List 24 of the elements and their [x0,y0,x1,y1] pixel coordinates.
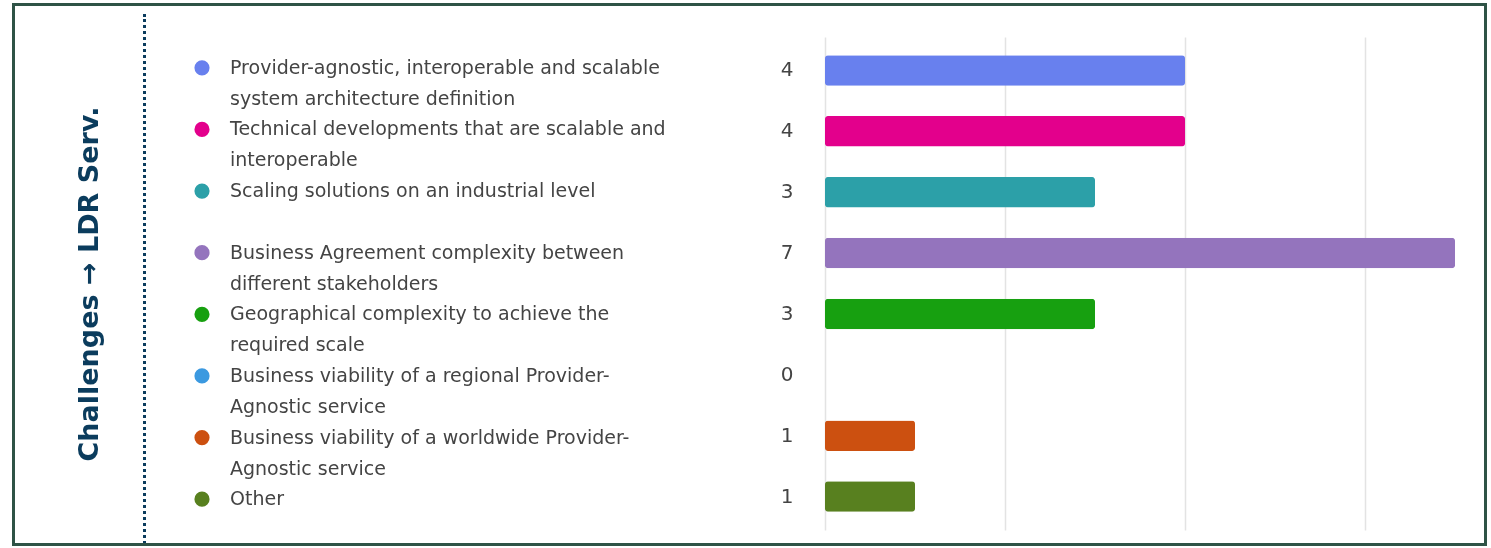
y-tick-label: Provider-agnostic, interoperable and scalable system architecture definition [230,55,660,109]
bar [825,298,1095,330]
bar [825,176,1095,208]
bar [825,420,915,451]
data-label: 3 [780,300,794,325]
y-tick-label: Scaling solutions on an industrial level [230,179,596,202]
y-tick-label: Other [230,487,285,510]
data-label: 7 [780,240,794,265]
bar [825,55,1185,86]
y-axis-title: Challenges → LDR Serv. [72,106,104,462]
data-label: 0 [780,361,794,386]
data-label: 1 [780,422,794,447]
y-tick-label: Business viability of a worldwide Provider-Agnostic service [230,425,630,479]
bar [825,116,1185,147]
y-tick-label: Technical developments that are scalable and interoperable [229,117,666,171]
y-tick-label: Business Agreement complexity between different stakeholders [230,240,625,294]
data-label: 4 [780,57,794,82]
bar [825,481,915,512]
y-tick-label: Geographical complexity to achieve the required scale [230,302,610,356]
y-tick-label: Business viability of a regional Provider-Agnostic service [230,363,610,417]
data-label: 3 [780,179,794,204]
data-label: 4 [780,118,794,143]
data-label: 1 [780,483,794,508]
bar [825,237,1455,269]
